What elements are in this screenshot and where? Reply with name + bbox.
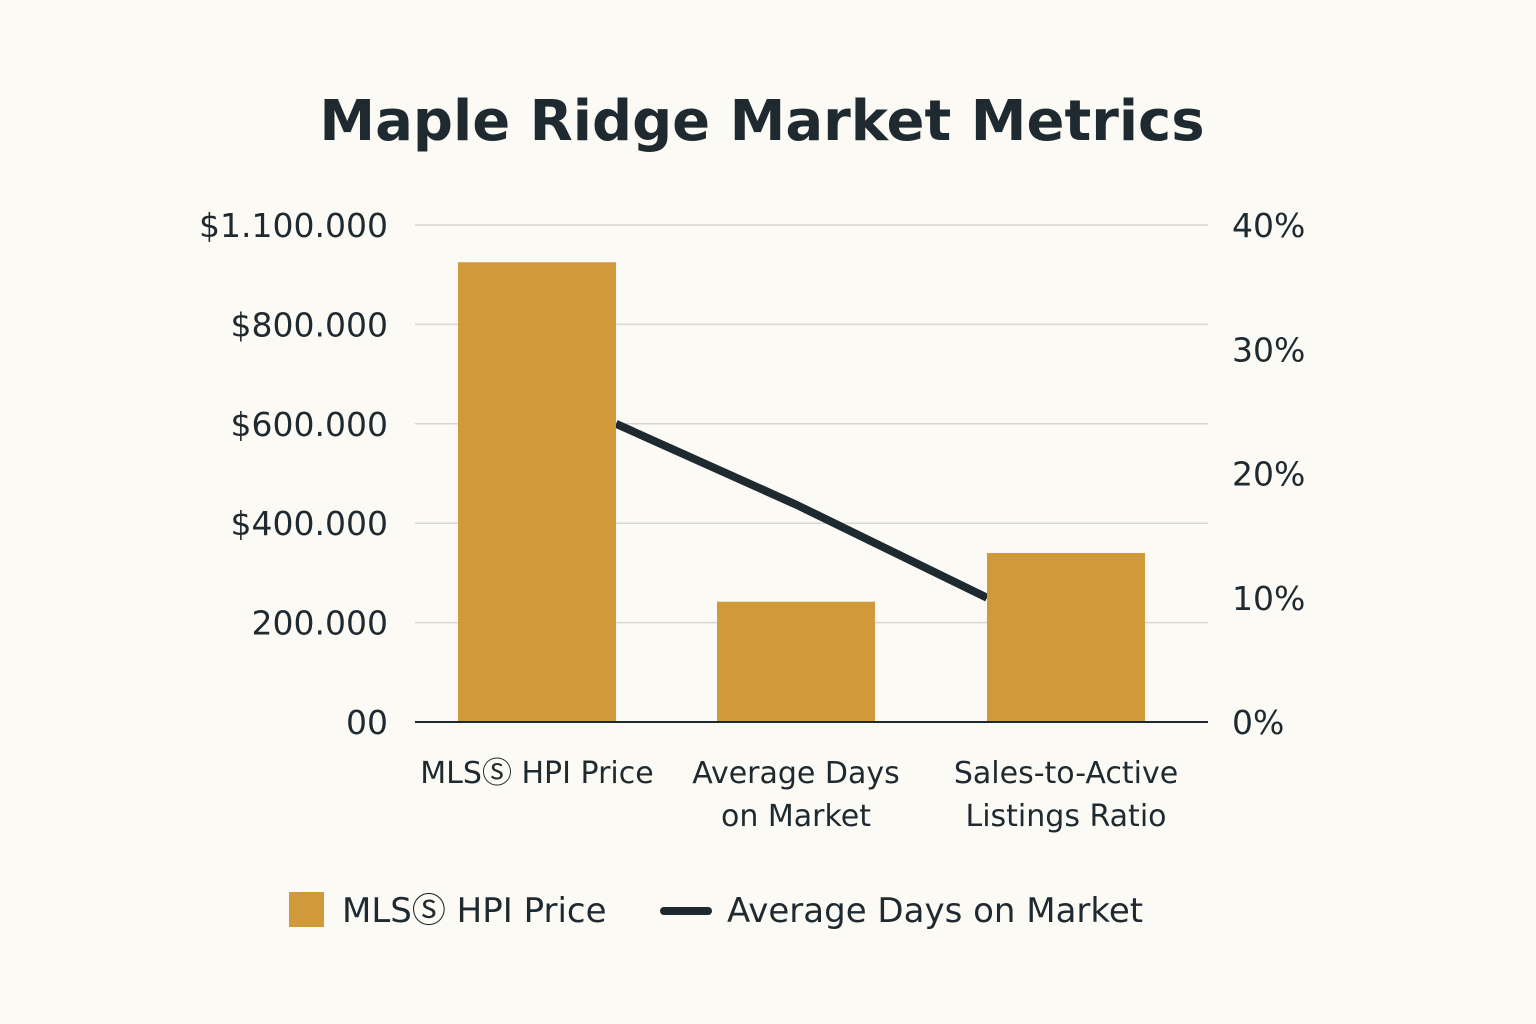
category-labels: MLSⓈ HPI Price Average Days on Market Sales… xyxy=(420,756,1178,834)
right-tick-label: 40% xyxy=(1232,206,1305,245)
legend-bar-swatch xyxy=(289,892,324,927)
line-series xyxy=(614,420,989,602)
right-tick-label: 10% xyxy=(1232,579,1305,618)
left-tick-label: $800.000 xyxy=(231,305,388,344)
right-tick-label: 0% xyxy=(1232,703,1284,742)
chart-title: Maple Ridge Market Metrics xyxy=(319,89,1204,154)
category-label: Listings Ratio xyxy=(965,799,1166,834)
left-axis: 00 200.000 $400.000 $600.000 $800.000 $1.100.… xyxy=(199,206,388,742)
left-tick-label: $400.000 xyxy=(231,504,388,543)
legend: MLSⓈ HPI Price Average Days on Market xyxy=(289,891,1143,931)
right-tick-label: 20% xyxy=(1232,455,1305,494)
category-label: Average Days xyxy=(692,756,900,791)
left-tick-label: $1.100.000 xyxy=(199,206,388,245)
bar-series xyxy=(458,262,1145,722)
category-label: MLSⓈ HPI Price xyxy=(420,756,653,791)
category-label: on Market xyxy=(721,799,871,834)
bar xyxy=(987,553,1145,722)
bar xyxy=(717,601,875,722)
category-label: Sales-to-Active xyxy=(954,756,1178,791)
right-axis: 0% 10% 20% 30% 40% xyxy=(1232,206,1305,742)
left-tick-label: 00 xyxy=(346,703,388,742)
left-tick-label: $600.000 xyxy=(231,405,388,444)
left-tick-label: 200.000 xyxy=(252,604,388,643)
bar xyxy=(458,262,616,722)
line-days-on-market xyxy=(614,420,989,602)
legend-line-label: Average Days on Market xyxy=(727,891,1143,931)
right-tick-label: 30% xyxy=(1232,330,1305,369)
legend-bar-label: MLSⓈ HPI Price xyxy=(342,891,607,931)
